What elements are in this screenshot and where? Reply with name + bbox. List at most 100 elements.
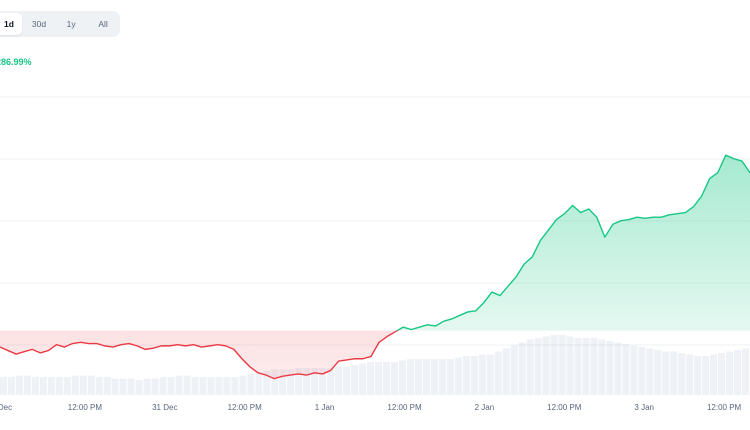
volume-bar [446,359,454,395]
range-tab-all[interactable]: All [98,19,108,29]
volume-bar [670,351,678,395]
volume-bar [135,380,143,395]
volume-bar [143,378,151,395]
volume-bar [207,377,215,395]
volume-bar [335,366,343,395]
x-tick-label: 3 Jan [634,403,654,412]
x-tick-label: 12:00 PM [68,403,103,412]
volume-bar [223,377,231,395]
volume-bar [87,375,95,395]
volume-bar [726,351,734,395]
price-area-above-baseline [0,155,750,331]
volume-bar [103,377,111,395]
volume-bar [430,359,438,395]
volume-bar [406,359,414,395]
volume-bar [662,351,670,395]
volume-bar [638,347,646,395]
volume-bar [614,342,622,395]
price-line-positive [395,154,750,331]
x-tick-label: 12:00 PM [707,403,742,412]
volume-bar [686,354,694,395]
volume-bar [590,338,598,395]
volume-bar [167,377,175,395]
volume-bar [303,368,311,395]
price-change-percent: 286.99% [0,57,32,67]
volume-bar [422,359,430,395]
volume-bar [239,375,247,395]
volume-bar [367,362,374,395]
volume-bar [47,377,55,395]
volume-bar [31,377,39,395]
volume-bar [111,378,119,395]
volume-bar [654,350,662,395]
x-tick-label: 2 Jan [475,403,495,412]
volume-bar [215,377,223,395]
volume-bar [598,339,606,395]
volume-bar [630,345,638,395]
x-tick-label: 1 Jan [315,403,335,412]
volume-bar [63,377,71,395]
x-tick-label: Dec [0,403,12,412]
price-area-below-baseline [0,330,398,379]
volume-bar [558,335,566,395]
volume-bar [382,362,390,395]
volume-bar [414,359,422,395]
range-tab-1d[interactable]: 1d [0,13,22,35]
volume-bar [79,375,87,395]
volume-bar [622,344,630,395]
volume-bar [199,377,207,395]
volume-bar [438,359,446,395]
volume-bar [702,356,710,395]
volume-bar [398,360,406,395]
price-line-negative [0,330,399,380]
volume-bar [151,378,159,395]
volume-bar [518,342,526,395]
volume-bar [247,374,255,395]
volume-bar [271,369,279,395]
volume-bar [7,377,15,395]
volume-bar [39,377,47,395]
volume-bar [742,348,749,395]
volume-bar [23,375,31,395]
volume-bar [390,362,398,395]
volume-bar [287,369,295,395]
volume-bar [710,354,718,395]
volume-bar [359,363,367,395]
volume-bar [351,365,359,395]
time-range-selector: 1d 30d 1y All [0,11,121,37]
volume-bar [327,368,335,395]
volume-bar [15,375,23,395]
volume-bar [71,375,79,395]
volume-bar [502,348,510,395]
x-axis: Dec 12:00 PM 31 Dec 12:00 PM 1 Jan 12:00 PM 2 … [0,403,742,412]
volume-bar [470,356,478,395]
volume-bar [462,356,470,395]
volume-bar [119,378,127,395]
volume-bar [478,354,486,395]
volume-bar [55,377,63,395]
x-tick-label: 31 Dec [152,403,177,412]
volume-bar [343,366,351,395]
range-tab-1y[interactable]: 1y [66,19,76,29]
range-tab-30d[interactable]: 30d [31,19,47,29]
volume-bar [255,372,263,395]
volume-bar [542,336,550,395]
volume-bar [718,353,726,395]
volume-bar [127,378,135,395]
volume-bar [279,369,287,395]
volume-bar [295,368,303,395]
volume-bar [175,375,183,395]
volume-bar [574,338,582,395]
volume-bar [510,345,518,395]
volume-bar [582,338,590,395]
volume-bar [95,377,103,395]
volume-bar [534,338,542,395]
volume-bar [486,354,494,395]
volume-bar [734,350,742,395]
volume-bar [319,368,327,395]
volume-bar [454,357,462,395]
x-tick-label: 12:00 PM [387,403,422,412]
volume-bar [566,336,574,395]
volume-bar [494,351,502,395]
